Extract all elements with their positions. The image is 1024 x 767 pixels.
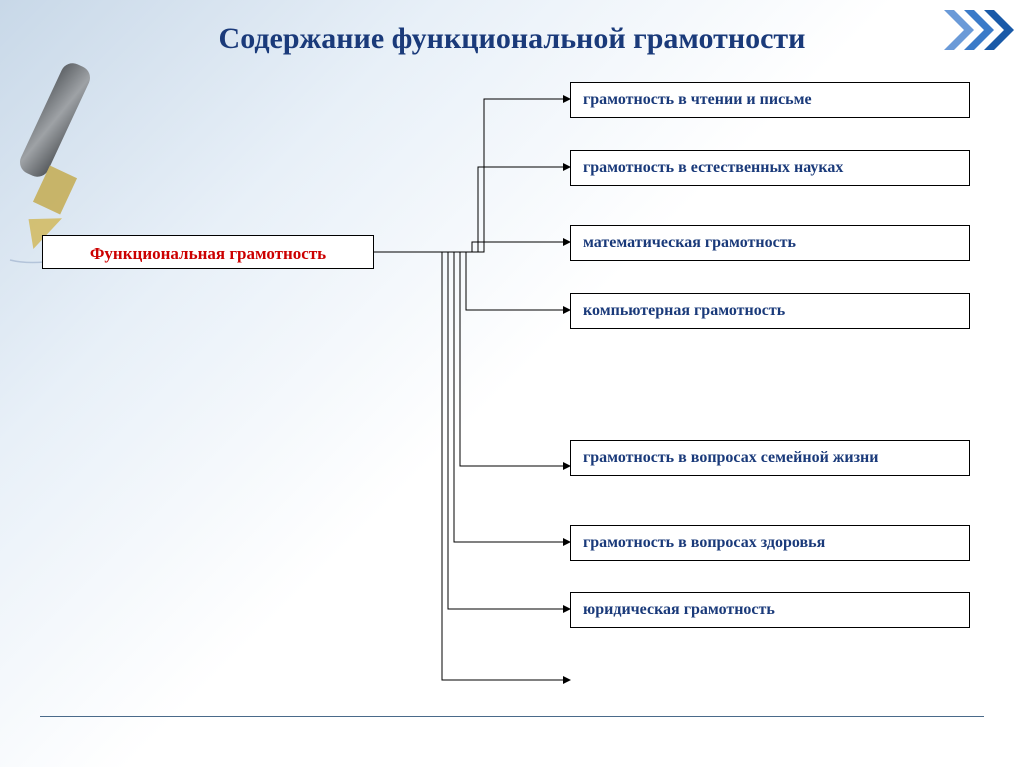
target-node: грамотность в вопросах семейной жизни [570, 440, 970, 476]
target-node: грамотность в чтении и письме [570, 82, 970, 118]
footer-divider [40, 716, 984, 717]
target-node-label: математическая грамотность [583, 234, 796, 251]
target-node: грамотность в естественных науках [570, 150, 970, 186]
source-node: Функциональная грамотность [42, 235, 374, 269]
target-node: грамотность в вопросах здоровья [570, 525, 970, 561]
target-node: компьютерная грамотность [570, 293, 970, 329]
target-node-label: юридическая грамотность [583, 601, 775, 618]
target-node-label: грамотность в чтении и письме [583, 91, 812, 108]
target-node: математическая грамотность [570, 225, 970, 261]
page-title: Содержание функциональной грамотности [0, 22, 1024, 56]
target-node-label: грамотность в естественных науках [583, 159, 843, 176]
target-node-label: компьютерная грамотность [583, 302, 785, 319]
target-node: юридическая грамотность [570, 592, 970, 628]
target-node-label: грамотность в вопросах здоровья [583, 534, 825, 551]
target-node-label: грамотность в вопросах семейной жизни [583, 449, 878, 466]
source-node-label: Функциональная грамотность [90, 244, 326, 263]
pen-background-image [0, 50, 180, 330]
